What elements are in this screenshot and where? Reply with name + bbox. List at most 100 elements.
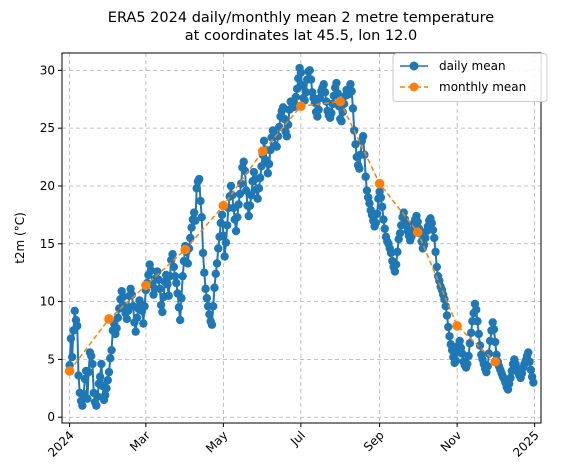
- daily-mean-point: [219, 231, 228, 240]
- daily-mean-point: [257, 162, 266, 171]
- legend-marker-monthly-mean: [409, 82, 419, 92]
- daily-mean-point: [172, 278, 181, 288]
- daily-mean-point: [140, 302, 149, 311]
- daily-mean-point: [399, 208, 408, 217]
- daily-mean-point: [458, 349, 467, 358]
- daily-mean-point: [175, 315, 185, 325]
- daily-mean-point: [245, 201, 255, 210]
- daily-mean-point: [197, 212, 206, 222]
- y-tick-label: 0: [47, 410, 55, 424]
- daily-mean-point: [122, 314, 131, 324]
- daily-mean-point: [83, 394, 92, 403]
- daily-mean-point: [361, 172, 370, 181]
- daily-mean-point: [92, 401, 101, 410]
- daily-mean-point: [430, 233, 439, 243]
- daily-mean-point: [216, 218, 226, 228]
- daily-mean-point: [154, 275, 163, 284]
- daily-mean-point: [315, 93, 325, 103]
- daily-mean-point: [390, 267, 400, 276]
- y-tick-label: 5: [47, 352, 55, 366]
- daily-mean-point: [474, 329, 483, 339]
- daily-mean-point: [139, 319, 148, 328]
- monthly-mean-point: [141, 280, 151, 291]
- legend-marker-daily-mean: [409, 61, 419, 71]
- monthly-mean-point: [180, 244, 191, 255]
- daily-mean-point: [163, 280, 172, 289]
- daily-mean-point: [153, 267, 162, 276]
- daily-mean-point: [488, 318, 497, 327]
- daily-mean-point: [371, 218, 381, 228]
- daily-mean-point: [483, 362, 492, 371]
- daily-mean-point: [211, 269, 220, 279]
- daily-mean-point: [319, 80, 328, 89]
- monthly-mean-point: [490, 356, 501, 367]
- daily-mean-point: [118, 292, 128, 302]
- daily-mean-point: [207, 320, 217, 329]
- daily-mean-point: [254, 184, 264, 193]
- daily-mean-point: [346, 80, 355, 89]
- daily-mean-point: [272, 142, 281, 151]
- daily-mean-point: [529, 378, 538, 387]
- daily-mean-point: [168, 249, 177, 259]
- daily-mean-point: [205, 310, 214, 319]
- daily-mean-point: [444, 322, 453, 332]
- daily-mean-point: [473, 317, 482, 326]
- x-tick-label: Jul: [287, 428, 308, 449]
- daily-mean-point: [413, 217, 422, 227]
- daily-mean-point: [327, 108, 336, 118]
- daily-mean-point: [393, 247, 402, 257]
- daily-mean-point: [244, 211, 253, 221]
- daily-mean-point: [278, 103, 288, 112]
- daily-mean-point: [226, 181, 236, 191]
- daily-mean-point: [66, 334, 76, 343]
- daily-mean-point: [192, 184, 201, 193]
- daily-mean-point: [355, 164, 364, 173]
- daily-mean-point: [95, 372, 105, 381]
- daily-mean-point: [362, 186, 372, 195]
- daily-mean-point: [273, 132, 283, 141]
- daily-mean-point: [107, 345, 116, 355]
- daily-mean-point: [428, 225, 438, 235]
- daily-mean-point: [210, 283, 219, 292]
- series-daily-mean: [65, 63, 538, 410]
- monthly-mean-point: [452, 321, 462, 331]
- daily-mean-point: [506, 373, 515, 383]
- daily-mean-point: [455, 336, 464, 346]
- monthly-mean-point: [64, 366, 75, 376]
- daily-mean-point: [174, 303, 184, 312]
- daily-mean-point: [169, 262, 179, 272]
- legend-box: [392, 53, 548, 102]
- daily-mean-point: [432, 262, 442, 272]
- daily-mean-point: [464, 351, 473, 361]
- daily-mean-point: [93, 392, 102, 401]
- daily-mean-point: [492, 350, 501, 359]
- daily-mean-point: [377, 202, 387, 211]
- daily-mean-point: [187, 223, 196, 232]
- daily-mean-point: [228, 191, 237, 200]
- daily-mean-point: [233, 212, 242, 222]
- series-layer: [64, 63, 538, 410]
- daily-mean-point: [106, 354, 115, 363]
- daily-mean-point: [220, 252, 229, 261]
- daily-mean-point: [217, 210, 227, 220]
- daily-mean-point: [189, 208, 199, 217]
- daily-mean-point: [301, 88, 311, 97]
- series-monthly-mean: [64, 96, 501, 376]
- daily-mean-point: [431, 247, 440, 257]
- daily-mean-point: [196, 196, 205, 206]
- daily-mean-point: [84, 367, 93, 377]
- daily-mean-point: [360, 150, 369, 159]
- daily-mean-point: [491, 337, 500, 347]
- daily-mean-point: [466, 328, 476, 338]
- daily-mean-point: [427, 218, 436, 228]
- daily-mean-point: [320, 88, 330, 97]
- daily-mean-point: [201, 284, 210, 294]
- daily-mean-point: [347, 86, 356, 96]
- daily-mean-point: [291, 92, 300, 102]
- x-tick-label: May: [203, 428, 230, 455]
- daily-mean-point: [379, 215, 388, 224]
- daily-mean-point: [305, 66, 314, 75]
- monthly-mean-point: [412, 227, 423, 238]
- daily-mean-point: [178, 271, 187, 281]
- daily-mean-point: [222, 221, 232, 230]
